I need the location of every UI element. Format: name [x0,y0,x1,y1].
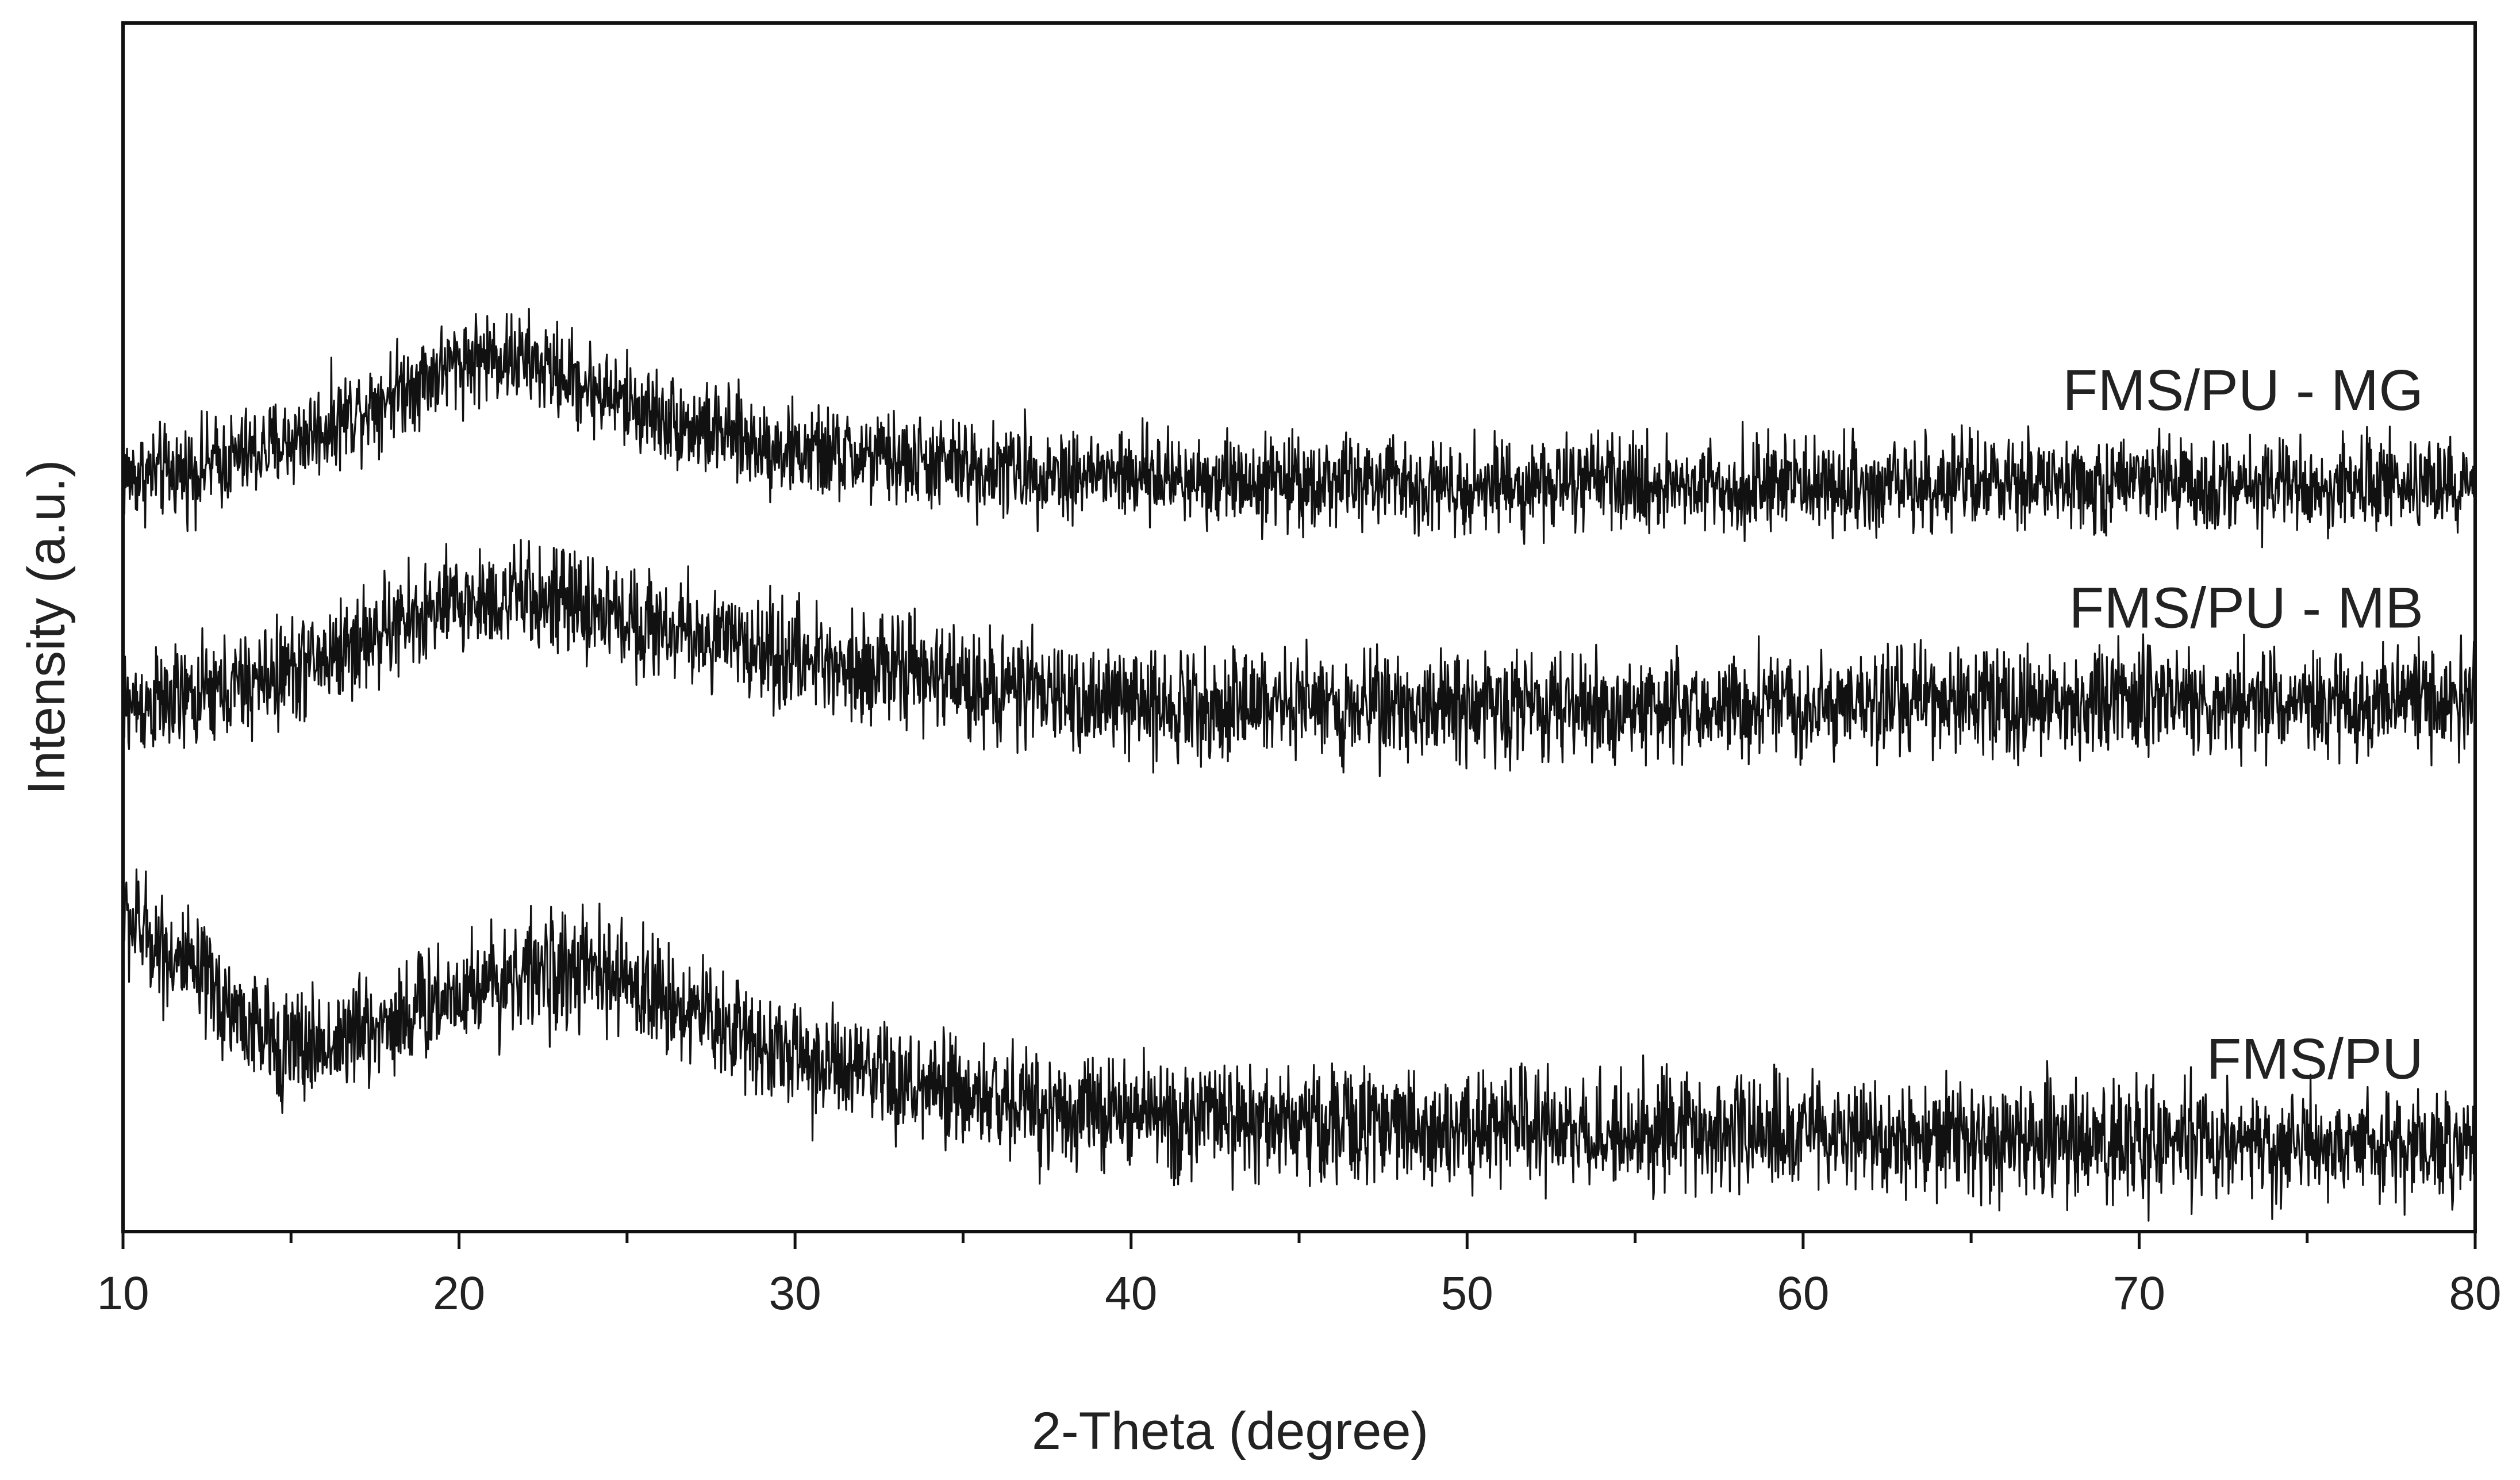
series-label: FMS/PU - MB [2069,576,2423,640]
series-line [122,868,2476,1222]
x-axis-tick-labels: 10 20 30 40 50 60 70 80 [97,1267,2501,1320]
x-tick-label: 70 [2113,1267,2165,1320]
x-tick-label: 50 [1441,1267,1493,1320]
series-line [122,308,2476,549]
series-label: FMS/PU [2206,1027,2423,1091]
x-axis-ticks [121,1232,2477,1249]
x-tick-label: 60 [1777,1267,1829,1320]
x-tick-label: 20 [433,1267,485,1320]
x-tick-label: 80 [2449,1267,2501,1320]
plot-frame [121,21,2477,1233]
series-traces [122,308,2476,1222]
series-label: FMS/PU - MG [2062,358,2423,423]
series-labels: FMS/PU - MG FMS/PU - MB FMS/PU [2062,358,2423,1091]
series-line [122,539,2476,777]
x-tick-label: 10 [97,1267,149,1320]
x-axis-title: 2-Theta (degree) [1032,1402,1428,1460]
x-tick-label: 40 [1105,1267,1157,1320]
y-axis-title: Intensity (a.u.) [17,460,76,795]
x-tick-label: 30 [769,1267,821,1320]
